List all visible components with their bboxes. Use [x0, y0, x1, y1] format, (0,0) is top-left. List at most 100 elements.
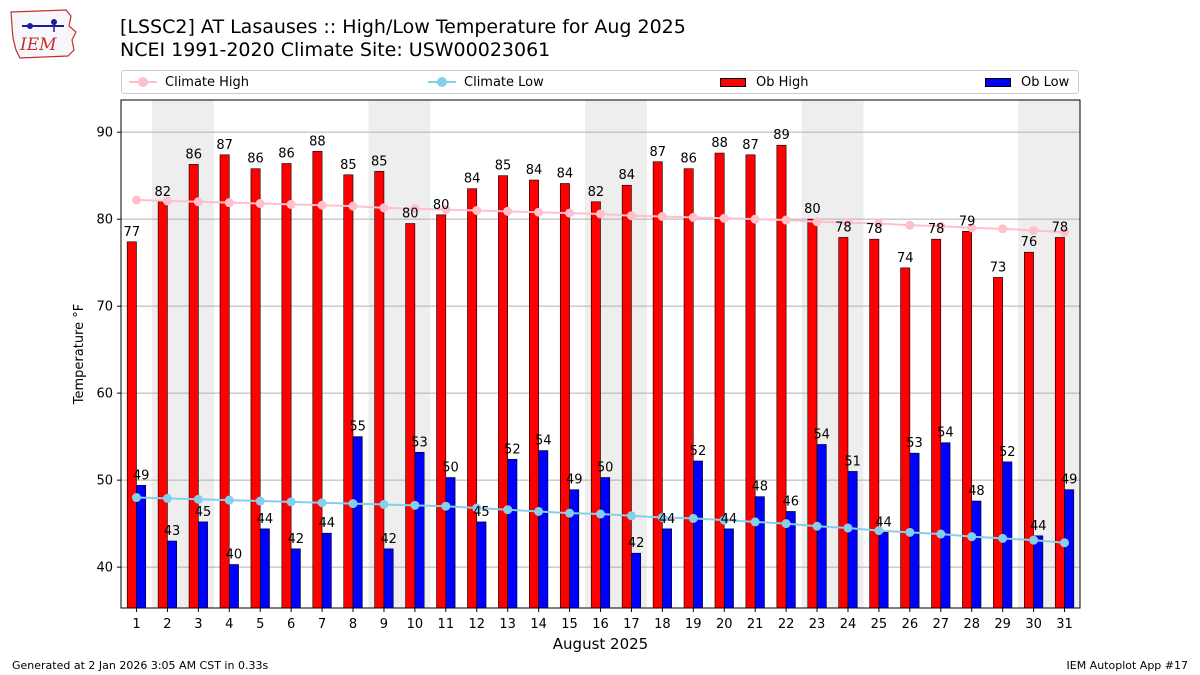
climate-high-point	[657, 212, 667, 222]
ob-low-label: 46	[782, 494, 799, 509]
ob-low-bar	[847, 471, 858, 609]
ob-low-label: 54	[937, 426, 954, 441]
ob-low-label: 50	[442, 461, 459, 476]
climate-high-point	[317, 200, 327, 210]
x-tick-label: 6	[287, 617, 295, 632]
ob-high-label: 86	[247, 152, 264, 167]
ob-low-bar	[321, 532, 332, 609]
climate-high-point	[224, 198, 234, 208]
climate-low-point	[193, 494, 203, 504]
ob-high-label: 80	[402, 207, 419, 222]
climate-low-line-swatch	[428, 77, 456, 87]
legend-ob-low-label: Ob Low	[1021, 74, 1070, 90]
x-tick-label: 27	[933, 617, 950, 632]
ob-high-label: 80	[433, 198, 450, 213]
ob-high-label: 84	[619, 168, 636, 183]
ob-low-bar	[600, 477, 611, 609]
climate-low-point	[781, 519, 791, 529]
y-tick-label: 80	[96, 213, 113, 228]
climate-low-point	[750, 517, 760, 527]
x-tick-label: 19	[685, 617, 702, 632]
x-tick-label: 13	[499, 617, 516, 632]
ob-low-label: 52	[690, 444, 707, 459]
ob-high-bar	[436, 214, 447, 609]
climate-low-point	[905, 527, 915, 537]
ob-high-bar	[529, 179, 539, 609]
ob-high-bar	[1054, 237, 1065, 609]
iem-logo: IEM	[10, 9, 77, 59]
y-tick-label: 40	[96, 561, 113, 576]
ob-high-bar	[590, 201, 601, 609]
ob-high-bar	[405, 223, 416, 609]
climate-low-point	[626, 511, 636, 521]
ob-low-bar	[507, 458, 518, 609]
ob-low-bar	[723, 528, 734, 609]
climate-high-point	[162, 196, 172, 206]
climate-high-point	[379, 203, 389, 213]
ob-low-bar	[878, 532, 889, 609]
ob-high-label: 86	[278, 147, 295, 162]
ob-high-bar	[931, 238, 942, 609]
climate-low-point	[936, 529, 946, 539]
ob-high-label: 84	[557, 167, 574, 182]
ob-high-bar	[312, 151, 323, 609]
climate-high-point	[131, 195, 141, 205]
ob-low-label: 50	[597, 461, 614, 476]
climate-high-point	[905, 220, 915, 230]
ob-high-label: 80	[804, 202, 821, 217]
ob-high-label: 85	[340, 158, 357, 173]
climate-low-point	[441, 501, 451, 511]
climate-high-point	[750, 214, 760, 224]
climate-low-point	[379, 499, 389, 509]
x-tick-label: 7	[318, 617, 326, 632]
ob-high-label: 82	[588, 185, 605, 200]
legend: Climate High Climate Low Ob High Ob Low	[121, 70, 1079, 94]
legend-climate-low-label: Climate Low	[464, 74, 544, 90]
ob-low-swatch	[985, 77, 1011, 87]
climate-low-point	[224, 495, 234, 505]
ob-low-bar	[476, 521, 487, 609]
ob-high-bar	[838, 237, 849, 609]
chart-subtitle: NCEI 1991-2020 Climate Site: USW00023061	[120, 39, 551, 61]
ob-high-label: 85	[495, 159, 512, 174]
x-tick-label: 8	[349, 617, 357, 632]
ob-low-label: 43	[164, 524, 181, 539]
ob-low-bar	[198, 521, 208, 609]
ob-low-bar	[754, 496, 765, 609]
ob-low-bar	[538, 450, 549, 609]
ob-low-bar	[352, 436, 363, 609]
ob-low-label: 45	[473, 505, 490, 520]
x-tick-label: 25	[871, 617, 888, 632]
ob-high-label: 85	[371, 154, 388, 169]
ob-high-swatch	[720, 77, 746, 87]
x-tick-label: 2	[163, 617, 171, 632]
climate-high-point	[534, 207, 544, 217]
x-tick-label: 26	[902, 617, 919, 632]
ob-low-label: 49	[1061, 473, 1078, 488]
ob-low-label: 44	[318, 516, 335, 531]
ob-high-label: 86	[185, 147, 202, 162]
ob-high-bar	[343, 174, 354, 609]
legend-ob-low: Ob Low	[985, 71, 1069, 93]
x-tick-label: 21	[747, 617, 764, 632]
ob-high-label: 86	[680, 152, 697, 167]
legend-ob-high: Ob High	[720, 71, 809, 93]
climate-high-point	[626, 211, 636, 221]
y-tick-label: 70	[96, 300, 113, 315]
ob-low-bar	[569, 489, 580, 609]
climate-lines	[131, 195, 1070, 548]
y-axis-label: Temperature °F	[72, 304, 87, 405]
x-tick-label: 17	[623, 617, 640, 632]
ob-high-label: 82	[154, 185, 171, 200]
climate-high-point	[472, 205, 482, 215]
ob-low-label: 55	[349, 420, 366, 435]
ob-low-label: 51	[844, 454, 861, 469]
climate-high-point	[348, 201, 358, 211]
ob-low-label: 44	[257, 512, 274, 527]
ob-low-bar	[693, 460, 703, 609]
x-tick-label: 9	[380, 617, 388, 632]
ob-high-bar	[683, 168, 694, 609]
climate-high-point	[193, 197, 203, 207]
ob-high-label: 79	[959, 214, 976, 229]
